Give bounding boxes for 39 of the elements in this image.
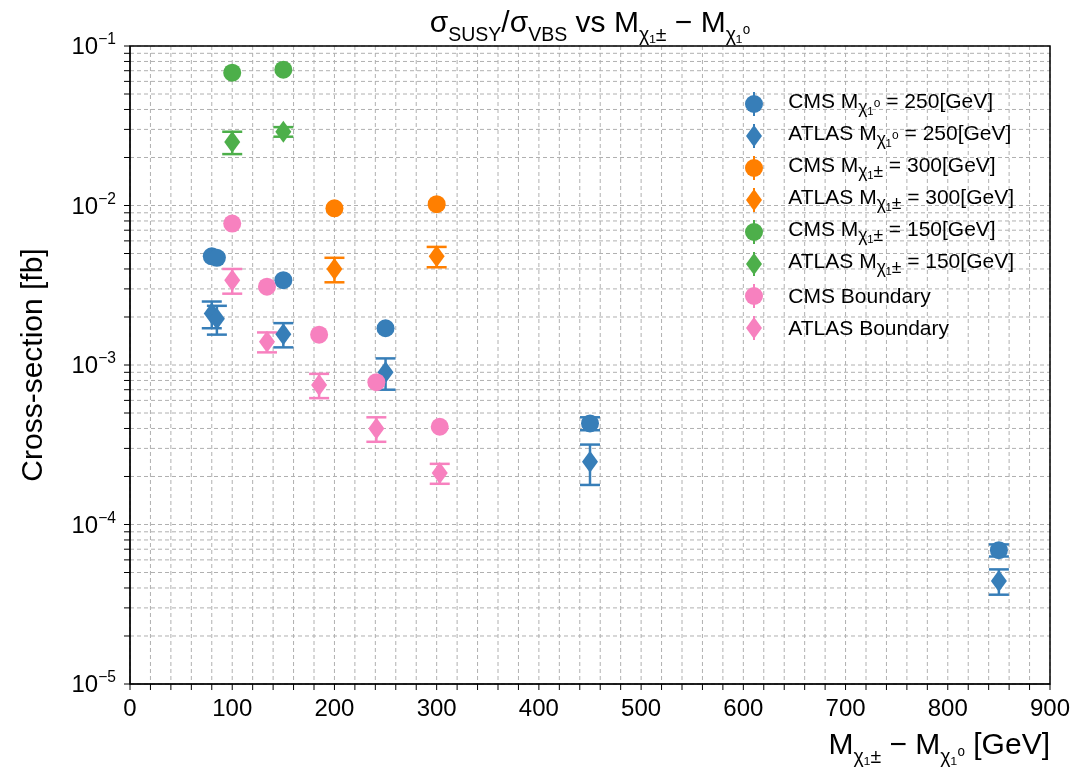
x-tick-label: 700: [825, 694, 866, 721]
x-tick-label: 500: [621, 694, 662, 721]
point: [310, 325, 329, 344]
chart-title: σ$_{SUSY}$/σ$_{VBS}$ vs M$_{χ₁±}$ − M$_{χ₁⁰}$: [429, 5, 751, 45]
legend-label: ATLAS M$_{χ₁⁰}$ = 250[GeV]: [788, 121, 1012, 151]
x-tick-label: 600: [723, 694, 764, 721]
point: [223, 214, 242, 233]
point: [223, 63, 242, 82]
x-tick-label: 900: [1029, 694, 1071, 721]
x-tick-label: 300: [416, 694, 457, 721]
x-tick-label: 800: [927, 694, 968, 721]
legend-label: CMS M$_{χ₁±}$ = 150[GeV]: [788, 217, 996, 247]
point: [427, 195, 446, 214]
x-tick-label: 0: [123, 694, 137, 721]
point: [325, 199, 344, 218]
legend-label: CMS M$_{χ₁⁰}$ = 250[GeV]: [788, 89, 994, 119]
y-tick-label: 10$^{−3}$: [71, 349, 116, 378]
point: [257, 277, 276, 296]
point: [376, 319, 395, 338]
x-tick-label: 200: [314, 694, 355, 721]
y-tick-label: 10$^{−5}$: [71, 668, 117, 697]
legend-label: CMS Boundary: [788, 284, 931, 308]
legend-label: ATLAS M$_{χ₁±}$ = 300[GeV]: [788, 185, 1014, 215]
y-axis-title: Cross-section [fb]: [15, 248, 48, 482]
point: [377, 361, 394, 384]
point: [274, 271, 293, 290]
point: [274, 60, 293, 79]
point: [367, 373, 386, 392]
legend-label: ATLAS M$_{χ₁±}$ = 150[GeV]: [788, 249, 1014, 279]
y-tick-label: 10$^{−2}$: [71, 189, 116, 219]
x-axis-title: M$_{χ₁±}$ − M$_{χ₁⁰}$ [GeV]: [828, 727, 1050, 767]
y-tick-label: 10$^{−1}$: [71, 30, 116, 59]
legend-label: CMS M$_{χ₁±}$ = 300[GeV]: [788, 153, 996, 183]
point: [275, 120, 292, 143]
point: [430, 417, 449, 436]
x-tick-label: 400: [518, 694, 559, 721]
legend-label: ATLAS Boundary: [788, 316, 950, 340]
x-tick-label: 100: [212, 694, 253, 721]
y-tick-label: 10$^{−4}$: [71, 508, 117, 538]
